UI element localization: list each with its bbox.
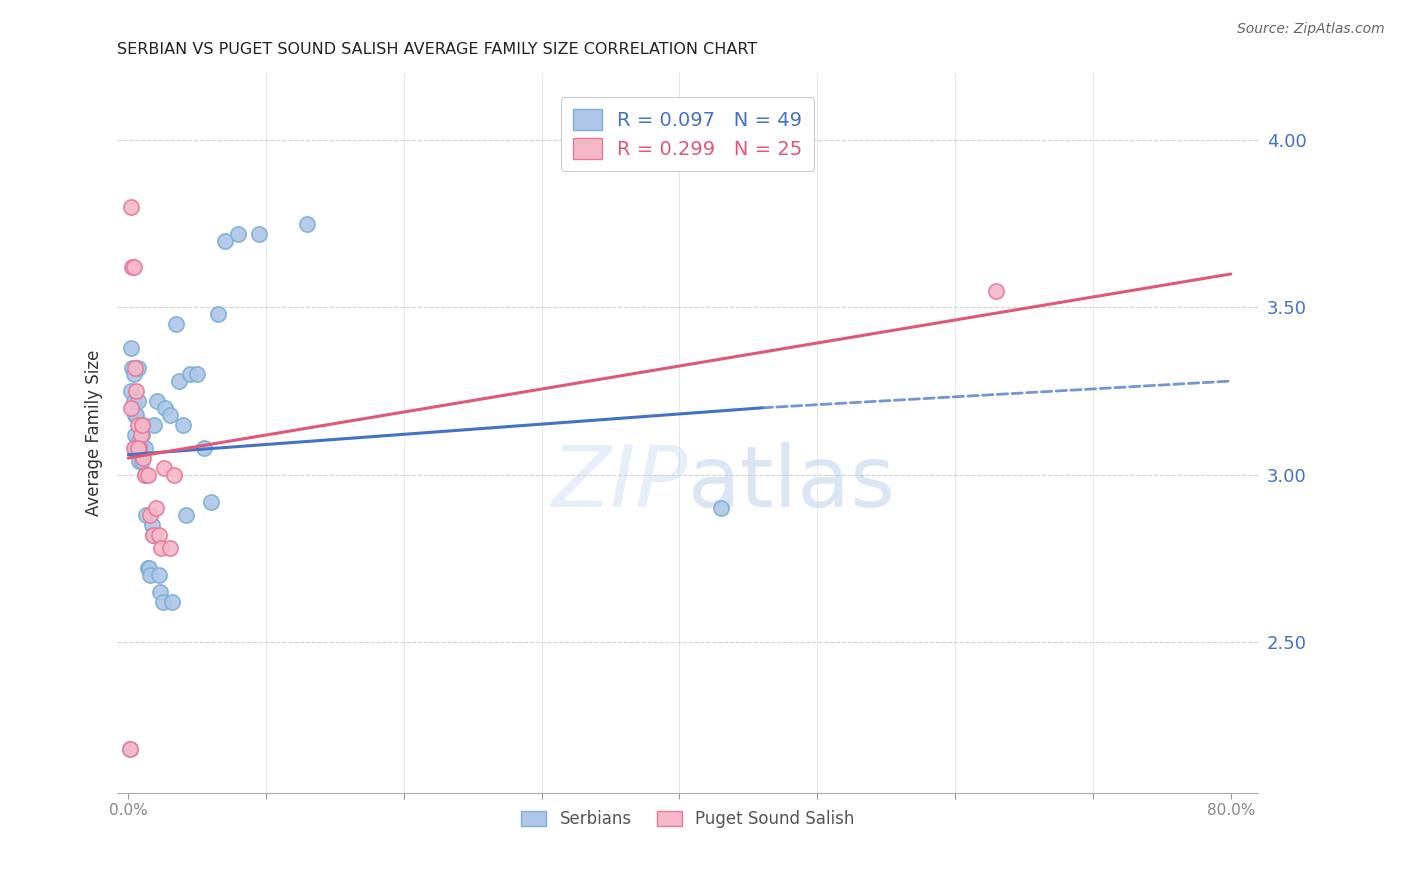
Y-axis label: Average Family Size: Average Family Size [86,350,103,516]
Point [136,561,159,575]
Point [193,441,215,455]
Legend: Serbians, Puget Sound Salish: Serbians, Puget Sound Salish [515,804,860,835]
Point [159,541,181,556]
Text: Source: ZipAtlas.com: Source: ZipAtlas.com [1237,22,1385,37]
Point [129,441,152,455]
Point [172,417,194,432]
Point [124,427,146,442]
Point [127,417,149,432]
Point [153,461,176,475]
Point [118,742,141,756]
Point [148,568,170,582]
Point [121,360,143,375]
Point [132,417,155,432]
Point [124,360,146,375]
Point [200,494,222,508]
Point [142,528,165,542]
Point [128,454,150,468]
Point [139,568,162,582]
Point [118,742,141,756]
Point [159,408,181,422]
Point [127,441,149,455]
Point [141,518,163,533]
Point [165,317,187,331]
Point [710,501,733,516]
Point [148,528,170,542]
Point [129,427,152,442]
Point [162,595,184,609]
Point [128,434,150,449]
Point [149,585,172,599]
Point [150,541,173,556]
Point [247,227,270,241]
Point [122,394,145,409]
Point [152,595,174,609]
Point [121,260,143,275]
Point [174,508,197,522]
Point [986,284,1008,298]
Point [167,374,190,388]
Point [138,561,160,575]
Point [124,441,146,455]
Point [124,408,146,422]
Point [145,501,167,516]
Point [136,467,159,482]
Point [134,441,156,455]
Point [120,200,142,214]
Point [186,368,208,382]
Text: atlas: atlas [688,442,896,524]
Point [125,408,148,422]
Point [120,384,142,398]
Point [122,260,145,275]
Point [131,427,153,442]
Point [228,227,250,241]
Text: SERBIAN VS PUGET SOUND SALISH AVERAGE FAMILY SIZE CORRELATION CHART: SERBIAN VS PUGET SOUND SALISH AVERAGE FA… [117,42,758,57]
Point [125,441,148,455]
Point [122,368,145,382]
Point [139,508,162,522]
Text: ZIP: ZIP [551,442,688,524]
Point [134,467,156,482]
Point [207,307,229,321]
Point [132,450,155,465]
Point [155,401,177,415]
Point [297,217,319,231]
Point [120,401,142,415]
Point [128,441,150,455]
Point [214,234,236,248]
Point [125,384,148,398]
Point [131,454,153,468]
Point [135,508,157,522]
Point [120,341,142,355]
Point [127,394,149,409]
Point [143,417,166,432]
Point [131,417,153,432]
Point [146,394,169,409]
Point [163,467,186,482]
Point [127,360,149,375]
Point [134,467,156,482]
Point [179,368,201,382]
Point [122,441,145,455]
Point [142,528,165,542]
